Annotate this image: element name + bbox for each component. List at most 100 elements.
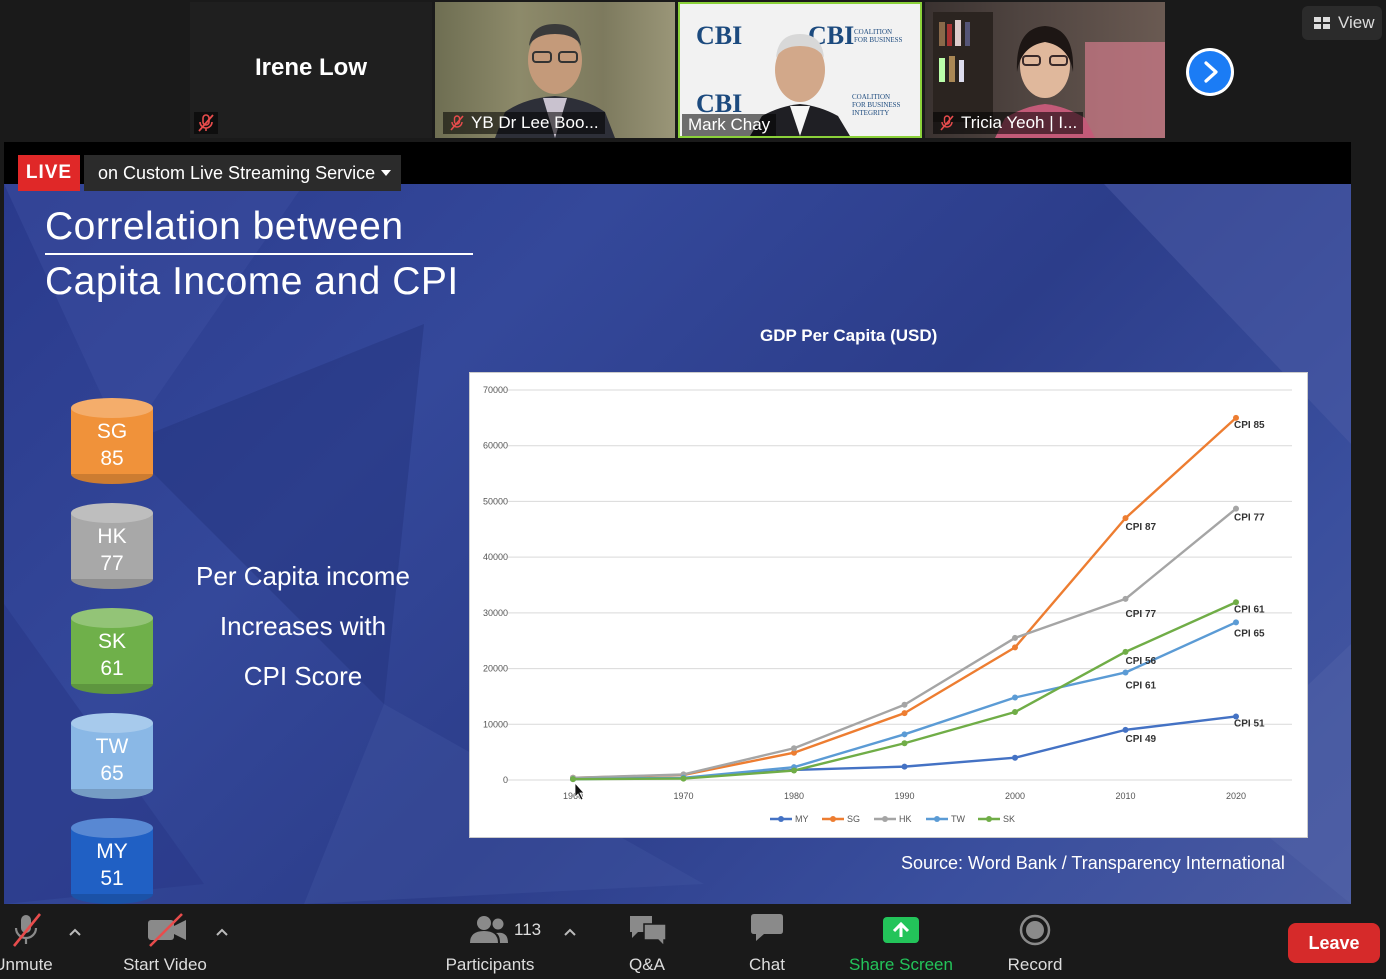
live-badge[interactable]: LIVE: [18, 155, 80, 191]
cylinder-country: SK: [97, 630, 126, 653]
live-stream-service-dropdown[interactable]: on Custom Live Streaming Service: [84, 155, 401, 191]
cpi-annotation: CPI 85: [1234, 420, 1265, 431]
y-tick-label: 0: [503, 775, 508, 785]
cylinder-score: 61: [100, 657, 124, 680]
record-icon: [1019, 914, 1051, 946]
chart-title: GDP Per Capita (USD): [760, 326, 938, 345]
caret-up-icon[interactable]: [215, 927, 229, 937]
start-video-button[interactable]: Start Video: [110, 904, 220, 979]
participants-count: 113: [514, 920, 542, 939]
x-tick-label: 2000: [1005, 791, 1025, 801]
cylinder-country: TW: [95, 735, 129, 758]
cpi-cylinder: HK 77: [71, 503, 153, 589]
x-tick-label: 1970: [673, 791, 693, 801]
chat-button[interactable]: Chat: [734, 904, 800, 979]
data-point: [1233, 713, 1239, 720]
data-point: [1012, 634, 1018, 641]
leave-button[interactable]: Leave: [1288, 923, 1380, 963]
unmute-button[interactable]: Unmute: [0, 904, 66, 979]
data-point: [791, 767, 797, 774]
video-off-icon: [148, 913, 186, 947]
participant-tile-tricia[interactable]: Tricia Yeoh | I...: [925, 2, 1165, 138]
participant-tile-irene[interactable]: Irene Low: [190, 2, 432, 138]
participants-button[interactable]: 113 Participants: [436, 904, 544, 979]
muted-mic-icon: [450, 115, 464, 131]
cpi-annotation: CPI 65: [1234, 628, 1265, 639]
slide-body-text: Per Capita income Increases with CPI Sco…: [174, 551, 432, 701]
caret-down-icon: [381, 170, 391, 176]
data-point: [901, 710, 908, 717]
participant-video: CBI CBI CBI COALITION FOR BUSINESS INTEG…: [696, 21, 903, 136]
y-tick-label: 70000: [483, 385, 508, 395]
data-point: [1012, 694, 1018, 701]
cylinder-country: HK: [97, 525, 127, 548]
chat-icon: [751, 914, 783, 941]
data-point: [1122, 515, 1129, 522]
cpi-annotation: CPI 61: [1234, 604, 1265, 615]
cpi-annotation: CPI 77: [1234, 513, 1265, 524]
cpi-cylinder: SK 61: [71, 608, 153, 694]
share-screen-button[interactable]: Share Screen: [842, 904, 960, 979]
chevron-right-icon: [1204, 61, 1218, 83]
svg-text:COALITION: COALITION: [852, 93, 890, 101]
x-tick-label: 2010: [1115, 791, 1135, 801]
svg-text:FOR BUSINESS: FOR BUSINESS: [852, 101, 901, 109]
x-tick-label: 1960: [563, 791, 583, 801]
cpi-annotation: CPI 77: [1126, 609, 1157, 620]
data-point: [1122, 595, 1129, 602]
record-button[interactable]: Record: [1000, 904, 1070, 979]
participants-icon: [470, 916, 508, 943]
qa-icon: [630, 916, 667, 946]
participant-name-label: YB Dr Lee Boo...: [443, 112, 605, 134]
gdp-line-chart: 0 10000 20000 30000 40000 50000 60000 70000 1960…: [469, 372, 1308, 838]
data-point: [570, 776, 576, 783]
qa-button[interactable]: Q&A: [612, 904, 682, 979]
cpi-cylinder: MY 51: [71, 818, 153, 904]
shared-screen: Correlation between Capita Income and CP…: [4, 142, 1351, 904]
cpi-annotation: CPI 87: [1126, 522, 1157, 533]
data-point: [1012, 754, 1018, 761]
share-screen-icon: [883, 917, 919, 943]
caret-up-icon[interactable]: [563, 927, 577, 937]
legend-marker: [934, 816, 940, 822]
view-button[interactable]: View: [1302, 6, 1382, 40]
caret-up-icon[interactable]: [68, 927, 82, 937]
y-tick-label: 10000: [483, 719, 508, 729]
legend-marker: [882, 816, 888, 822]
data-point: [901, 763, 908, 770]
slide-title-line1: Correlation between: [45, 205, 404, 248]
cylinder-score: 51: [100, 867, 124, 890]
grid-view-icon: [1314, 17, 1330, 29]
data-point: [791, 749, 797, 756]
series-line-sg: [572, 416, 1237, 779]
svg-text:FOR BUSINESS: FOR BUSINESS: [854, 36, 903, 44]
legend-label: HK: [899, 814, 912, 824]
data-point: [680, 775, 687, 782]
body-line: CPI Score: [243, 661, 363, 691]
legend-label: SK: [1003, 814, 1015, 824]
body-line: Per Capita income: [196, 561, 410, 591]
data-point: [1012, 709, 1018, 716]
data-point: [1122, 669, 1129, 676]
participant-tile-lee[interactable]: YB Dr Lee Boo...: [435, 2, 675, 138]
data-point: [1012, 644, 1018, 651]
data-point: [1233, 599, 1239, 606]
cylinder-score: 77: [100, 552, 124, 575]
y-tick-label: 60000: [483, 441, 508, 451]
cpi-cylinder: TW 65: [71, 713, 153, 799]
participant-name: Irene Low: [254, 54, 368, 81]
data-point: [901, 701, 908, 708]
cpi-annotation: CPI 56: [1126, 656, 1157, 667]
next-page-button[interactable]: [1186, 48, 1234, 96]
cpi-annotation: CPI 61: [1126, 680, 1157, 691]
svg-text:INTEGRITY: INTEGRITY: [852, 109, 889, 117]
y-tick-label: 50000: [483, 496, 508, 506]
data-point: [1122, 726, 1129, 733]
data-point: [901, 731, 908, 738]
legend-label: TW: [951, 814, 965, 824]
slide-title-line2: Capita Income and CPI: [45, 260, 459, 303]
cbi-logo: CBI: [696, 89, 742, 118]
svg-text:COALITION: COALITION: [854, 28, 892, 36]
legend-marker: [986, 816, 992, 822]
participant-tile-mark[interactable]: CBI CBI CBI COALITION FOR BUSINESS INTEG…: [678, 2, 922, 138]
